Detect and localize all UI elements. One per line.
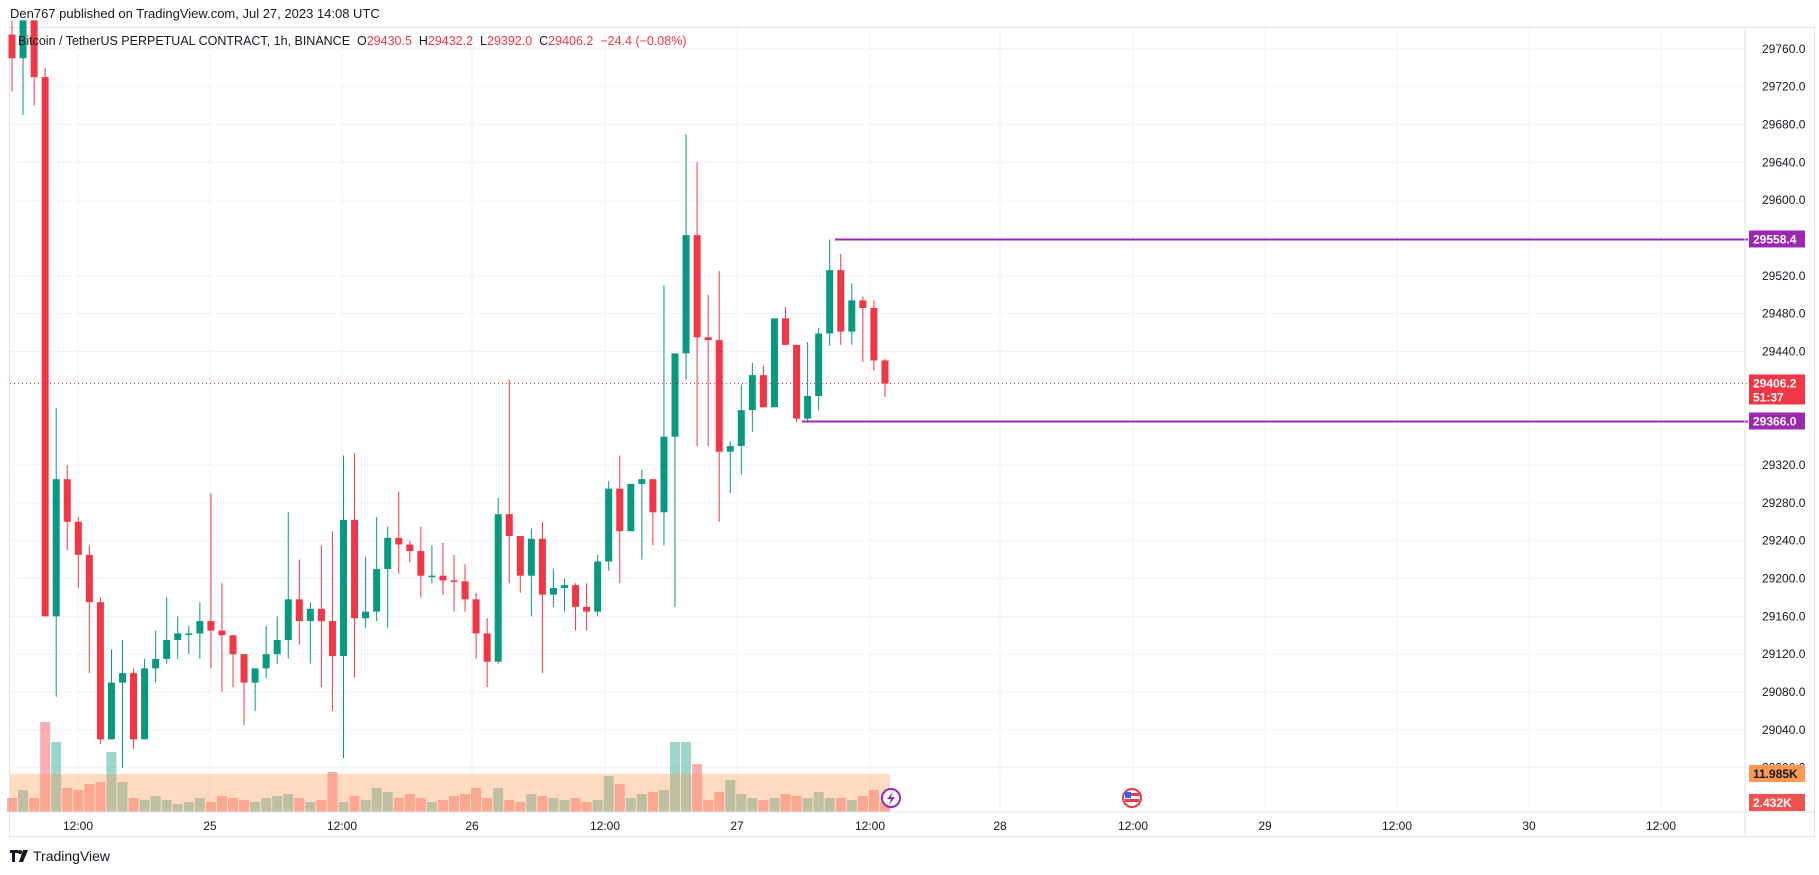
tradingview-logo[interactable]: TradingView (10, 848, 110, 864)
svg-text:51:37: 51:37 (1753, 390, 1784, 404)
candles (8, 20, 889, 768)
current-price-badge: 29406.251:37 (1749, 374, 1805, 405)
time-tick-label: 12:00 (1118, 819, 1148, 833)
time-tick-label: 26 (465, 819, 479, 833)
price-tick-label: 29320.0 (1762, 458, 1806, 472)
price-tick-label: 29080.0 (1762, 685, 1806, 699)
close-label: C (539, 34, 549, 48)
symbol-legend: Bitcoin / TetherUS PERPETUAL CONTRACT, 1… (18, 34, 686, 48)
price-tick-label: 29640.0 (1762, 155, 1806, 169)
time-tick-label: 29 (1258, 819, 1272, 833)
brand-name: TradingView (33, 848, 111, 864)
price-tick-label: 29200.0 (1762, 572, 1806, 586)
volume-bars (7, 722, 890, 812)
event-markers[interactable] (881, 788, 1142, 808)
price-tick-label: 29600.0 (1762, 193, 1806, 207)
low-label: L (480, 34, 487, 48)
time-tick-label: 25 (203, 819, 217, 833)
time-tick-label: 12:00 (327, 819, 357, 833)
price-tick-label: 29160.0 (1762, 609, 1806, 623)
time-tick-label: 30 (1522, 819, 1536, 833)
price-tick-label: 29480.0 (1762, 307, 1806, 321)
price-tick-label: 29760.0 (1762, 42, 1806, 56)
volume-ma-badge: 11.985K (1749, 765, 1805, 782)
price-tick-label: 29240.0 (1762, 534, 1806, 548)
us-flag-event-icon[interactable] (1122, 788, 1142, 808)
axes: 29760.0 29720.0 29680.0 29640.0 29600.0 29520… (10, 28, 1815, 837)
symbol-name[interactable]: Bitcoin / TetherUS PERPETUAL CONTRACT, 1… (18, 34, 351, 48)
svg-text:29406.2: 29406.2 (1753, 376, 1797, 390)
close-value: 29406.2 (548, 34, 594, 48)
volume-badge: 2.432K (1749, 794, 1805, 811)
time-tick-label: 12:00 (63, 819, 93, 833)
published-info: Den767 published on TradingView.com, Jul… (10, 6, 380, 21)
tradingview-logo-icon (10, 850, 28, 862)
svg-text:29366.0: 29366.0 (1753, 414, 1797, 428)
price-tick-label: 29520.0 (1762, 269, 1806, 283)
time-tick-label: 27 (730, 819, 744, 833)
time-tick-label: 12:00 (1382, 819, 1412, 833)
high-value: 29432.2 (427, 34, 474, 48)
svg-text:11.985K: 11.985K (1753, 767, 1798, 781)
lightning-event-icon[interactable] (881, 788, 901, 808)
price-tick-label: 29680.0 (1762, 117, 1806, 131)
svg-text:2.432K: 2.432K (1753, 796, 1792, 810)
time-tick-label: 12:00 (1646, 819, 1676, 833)
high-label: H (418, 34, 428, 48)
price-tick-label: 29440.0 (1762, 344, 1806, 358)
price-tick-label: 29120.0 (1762, 647, 1806, 661)
time-tick-label: 12:00 (590, 819, 620, 833)
horizontal-levels[interactable] (10, 238, 1748, 423)
chart-frame (9, 27, 1815, 837)
svg-text:29558.4: 29558.4 (1753, 232, 1797, 246)
price-tick-label: 29040.0 (1762, 723, 1806, 737)
open-label: O (357, 34, 367, 48)
time-tick-label: 12:00 (855, 819, 885, 833)
open-value: 29430.5 (366, 34, 412, 48)
change-value: −24.4 (−0.08%) (600, 34, 687, 48)
low-value: 29392.0 (487, 34, 533, 48)
support-price-badge: 29366.0 (1749, 412, 1805, 430)
time-tick-label: 28 (993, 819, 1007, 833)
resistance-price-badge: 29558.4 (1749, 230, 1805, 248)
grid-lines (10, 28, 1745, 812)
price-tick-label: 29280.0 (1762, 496, 1806, 510)
price-tick-label: 29720.0 (1762, 80, 1806, 94)
